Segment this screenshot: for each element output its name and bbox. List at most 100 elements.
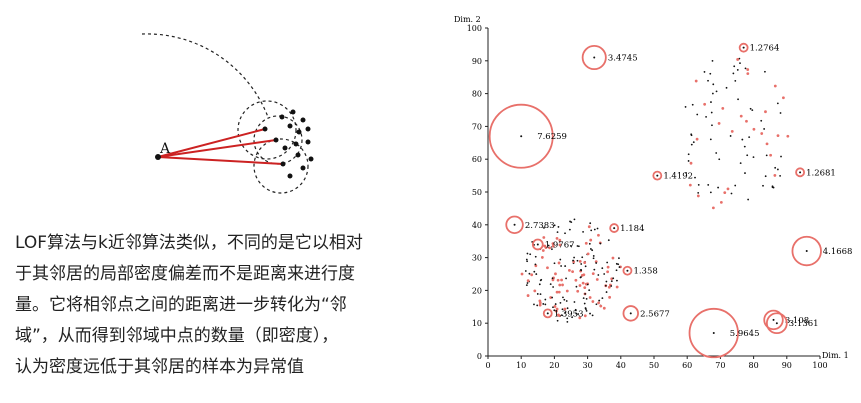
data-point	[763, 128, 766, 130]
outlier-point	[556, 278, 560, 282]
data-point	[605, 291, 608, 293]
data-point	[715, 90, 718, 93]
x-tick-label: 20	[549, 361, 559, 370]
outlier-point	[730, 129, 734, 133]
neighborhood-circle-1	[237, 100, 297, 160]
data-point	[577, 313, 580, 315]
data-point	[610, 285, 613, 287]
outlier-point	[587, 225, 591, 229]
data-point	[573, 218, 576, 221]
data-point	[564, 265, 567, 267]
data-point	[549, 283, 552, 286]
data-point	[618, 266, 621, 268]
y-tick-label: 90	[472, 57, 482, 66]
data-point	[588, 289, 591, 292]
data-point	[739, 62, 741, 65]
y-tick-label: 20	[472, 286, 482, 295]
lof-circle	[688, 307, 739, 359]
data-point	[592, 255, 595, 257]
lof-circle	[765, 312, 788, 335]
data-point	[584, 265, 587, 268]
data-point	[765, 154, 768, 157]
data-point	[604, 284, 607, 287]
data-point	[542, 303, 545, 305]
y-tick-label: 70	[472, 122, 482, 131]
data-point	[718, 158, 721, 161]
data-point	[591, 314, 594, 317]
data-point	[571, 316, 573, 319]
data-point	[617, 263, 620, 266]
data-point	[569, 220, 571, 223]
data-point	[596, 227, 599, 230]
outlier-point	[717, 122, 721, 125]
outlier-center-point	[742, 46, 745, 49]
data-point	[551, 277, 554, 280]
distance-line-2	[157, 139, 277, 158]
data-point	[584, 292, 587, 295]
data-point	[595, 303, 598, 306]
x-tick-label: 70	[715, 361, 725, 370]
outlier-point	[544, 246, 548, 250]
data-point	[538, 283, 541, 286]
caption-line-2: 于其邻居的局部密度偏差而不是距离来进行度	[15, 264, 355, 284]
lof-circle	[609, 223, 620, 233]
outlier-point	[696, 194, 700, 198]
data-point	[582, 230, 584, 233]
data-point	[551, 296, 554, 299]
data-point	[533, 303, 535, 306]
outlier-point	[583, 261, 587, 264]
data-point	[687, 153, 690, 156]
data-point	[730, 192, 733, 195]
data-point	[565, 300, 568, 302]
y-tick-label: 40	[472, 221, 482, 230]
outlier-center-point	[712, 332, 715, 335]
data-point	[601, 267, 604, 270]
data-point	[692, 141, 695, 144]
data-point	[710, 111, 713, 114]
data-point	[539, 279, 542, 282]
outlier-point	[548, 246, 551, 250]
data-point	[697, 183, 700, 186]
outlier-point	[558, 283, 562, 287]
axes: 0 10 20 30 40 50 60 70 80 90 100 0 10 20 30 40 50 60 70 80 9…	[454, 15, 849, 370]
outlier-point	[606, 270, 610, 274]
data-point	[585, 308, 587, 311]
data-point	[739, 162, 742, 165]
outlier-point	[553, 305, 557, 308]
outlier-point	[711, 206, 715, 210]
point-a	[155, 154, 161, 160]
data-point	[582, 297, 585, 300]
data-point	[764, 70, 766, 73]
data-point	[696, 113, 699, 116]
data-point	[576, 245, 579, 247]
outlier-center-point	[546, 312, 549, 315]
outlier-point	[554, 272, 557, 276]
data-point	[732, 72, 735, 75]
lof-circle	[622, 265, 633, 276]
lof-circle	[763, 309, 784, 331]
caption-line-4: 域”，从而得到邻域中点的数量（即密度），	[15, 326, 339, 346]
data-point	[601, 297, 604, 300]
outlier-point	[578, 259, 582, 263]
lof-score-label: 1.358	[633, 267, 657, 277]
outlier-point	[581, 281, 585, 285]
data-point	[543, 227, 545, 229]
outlier-point	[726, 187, 730, 191]
lof-score-label: 5.9645	[730, 329, 760, 339]
outlier-point	[688, 183, 692, 187]
data-point	[615, 269, 618, 272]
data-point	[581, 256, 584, 259]
data-point	[707, 184, 710, 186]
outlier-point	[557, 290, 561, 294]
data-point	[585, 309, 588, 312]
data-point	[589, 312, 591, 315]
outlier-point	[530, 273, 534, 277]
outlier-point	[551, 242, 555, 246]
data-point	[565, 277, 567, 280]
data-point	[566, 317, 569, 320]
data-point	[605, 280, 608, 283]
outlier-point	[554, 309, 558, 313]
lof-circle	[581, 45, 607, 71]
outlier-point	[563, 307, 567, 311]
data-point	[709, 72, 712, 75]
